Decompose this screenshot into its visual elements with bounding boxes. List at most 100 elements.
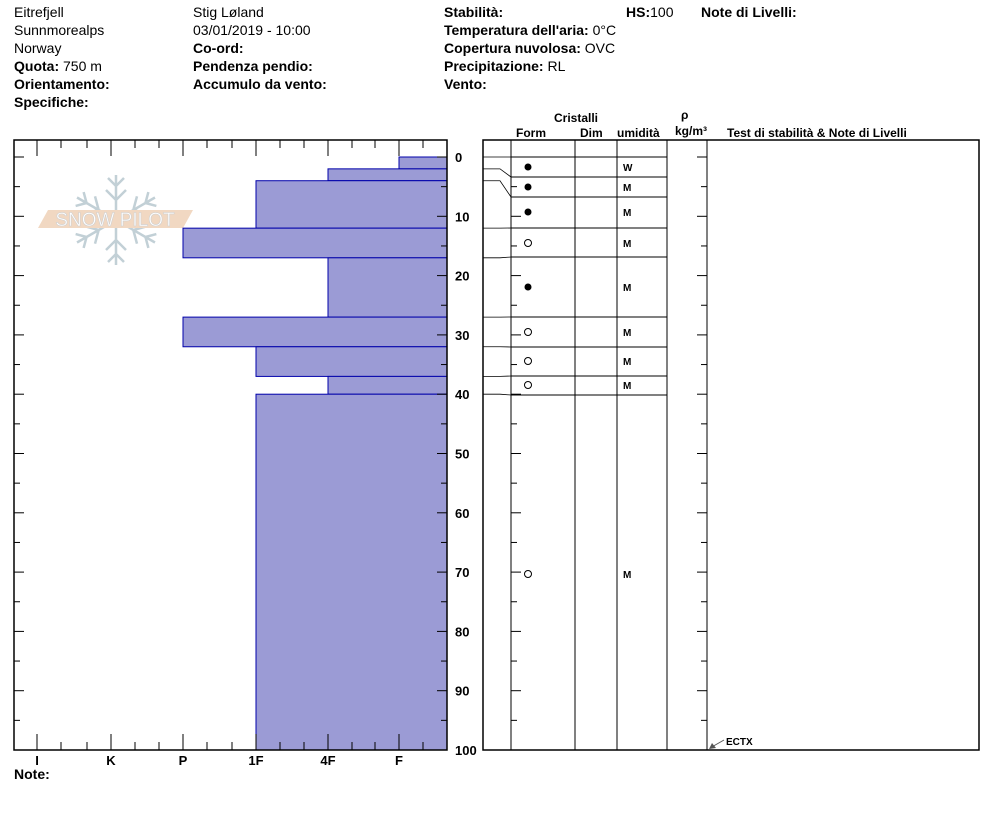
x-tick-label: 1F [248,753,263,768]
elevation: Quota: 750 m [14,57,102,75]
elevation-value: 750 m [63,58,102,74]
sky: Copertura nuvolosa: OVC [444,39,615,57]
wetness-value: M [623,183,631,194]
grain-form-open-circle-icon [524,357,532,365]
precip: Precipitazione: RL [444,57,565,75]
y-tick-label: 90 [455,684,469,699]
hardness-bar [327,257,448,318]
datetime: 03/01/2019 - 10:00 [193,22,311,38]
grain-form-filled-circle-icon [524,283,532,291]
grain-form-open-circle-icon [524,570,532,578]
specifics: Specifiche: [14,93,89,111]
wetness-value: M [623,381,631,392]
y-tick-label: 50 [455,447,469,462]
x-tick-label: K [106,753,116,768]
slope: Pendenza pendio: [193,57,313,75]
grain-form-open-circle-icon [524,328,532,336]
stability-test-label: ECTX [726,737,753,748]
hardness-bar [327,375,448,395]
y-tick-label: 70 [455,565,469,580]
country: Norway [14,40,62,56]
sky-label: Copertura nuvolosa: [444,40,581,56]
location: Eitrefjell [14,4,64,20]
test-arrow-head-icon [709,743,716,749]
y-tick-label: 40 [455,387,469,402]
hs-value: 100 [650,4,674,20]
wetness-value: W [623,163,633,174]
sky-value: OVC [584,40,616,56]
tests-header: Test di stabilità & Note di Livelli [727,126,907,140]
y-tick-label: 20 [455,269,469,284]
wind-loading: Accumulo da vento: [193,75,327,93]
size-header: Dim [580,126,603,140]
wind-loading-label: Accumulo da vento: [193,76,327,92]
layer-connector [483,256,512,259]
range: Sunnmorealps [14,22,105,38]
density-header: kg/m³ [675,124,708,138]
layer-connector [483,180,512,198]
y-tick-label: 60 [455,506,469,521]
air-temp-label: Temperatura dell'aria: [444,22,589,38]
hardness-bar [255,346,448,377]
layer-notes: Note di Livelli: [701,3,797,21]
aspect: Orientamento: [14,75,110,93]
grain-form-open-circle-icon [524,239,532,247]
y-tick-label: 100 [455,743,477,758]
x-tick-label: P [179,753,188,768]
y-tick-label: 10 [455,209,469,224]
x-tick-label: I [35,753,39,768]
hardness-bar [255,393,448,751]
coord: Co-ord: [193,39,244,57]
wetness-header: umidità [617,126,660,140]
hardness-bar [255,180,448,229]
coord-label: Co-ord: [193,40,244,56]
stability: Stabilità: [444,3,503,21]
layer-notes-label: Note di Livelli: [701,4,797,20]
crystals-header: Cristalli [554,111,599,125]
y-tick-label: 30 [455,328,469,343]
grain-form-filled-circle-icon [524,183,532,191]
hardness-bar [182,316,448,348]
layer-connector [483,168,512,178]
wetness-value: M [623,328,631,339]
notes-label: Note: [14,766,50,782]
wind-label: Vento: [444,76,487,92]
elevation-label: Quota: [14,58,60,74]
grain-form-open-circle-icon [524,381,532,389]
air-temp: Temperatura dell'aria: 0°C [444,21,616,39]
logo-banner [38,210,193,228]
wetness-value: M [623,208,631,219]
snowpilot-logo: SNOW PILOT [38,175,193,265]
hs-label: HS: [626,4,651,20]
wind: Vento: [444,75,487,93]
wetness-value: M [623,357,631,368]
hardness-bar [398,156,448,170]
grain-form-filled-circle-icon [524,208,532,216]
density-symbol: ρ [681,108,689,122]
wetness-value: M [623,570,631,581]
precip-label: Precipitazione: [444,58,544,74]
layer-table-frame [482,139,980,751]
specifics-label: Specifiche: [14,94,89,110]
hardness-bar [327,168,448,182]
y-tick-label: 80 [455,624,469,639]
stability-label: Stabilità: [444,4,504,20]
hardness-plot-frame [13,139,448,751]
wetness-value: M [623,283,631,294]
air-temp-value: 0°C [592,22,617,38]
slope-label: Pendenza pendio: [193,58,313,74]
logo-text: SNOW PILOT [55,210,175,231]
wetness-value: M [623,239,631,250]
precip-value: RL [547,58,566,74]
aspect-label: Orientamento: [14,76,110,92]
form-header: Form [516,126,546,140]
y-tick-label: 0 [455,150,462,165]
hs: HS:100 [626,3,673,21]
layer-connector [483,393,512,396]
hardness-bar [182,227,448,259]
observer: Stig Løland [193,4,264,20]
x-tick-label: 4F [320,753,335,768]
grain-form-filled-circle-icon [524,163,532,171]
x-tick-label: F [395,753,403,768]
